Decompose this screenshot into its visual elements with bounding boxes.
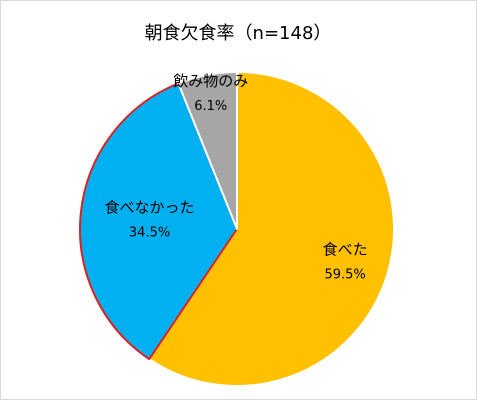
value-label: 34.5% [129, 225, 170, 240]
value-label: 6.1% [194, 99, 227, 114]
slice-label: 飲み物のみ [173, 72, 248, 90]
value-label: 59.5% [324, 268, 365, 283]
pie-slice [177, 71, 238, 230]
pie-slice [148, 71, 395, 387]
slice-label: 食べた [323, 241, 368, 259]
slice-label: 食べなかった [105, 198, 195, 216]
chart-title: 朝食欠食率（n=148） [145, 23, 332, 44]
pie-slice [79, 82, 238, 361]
